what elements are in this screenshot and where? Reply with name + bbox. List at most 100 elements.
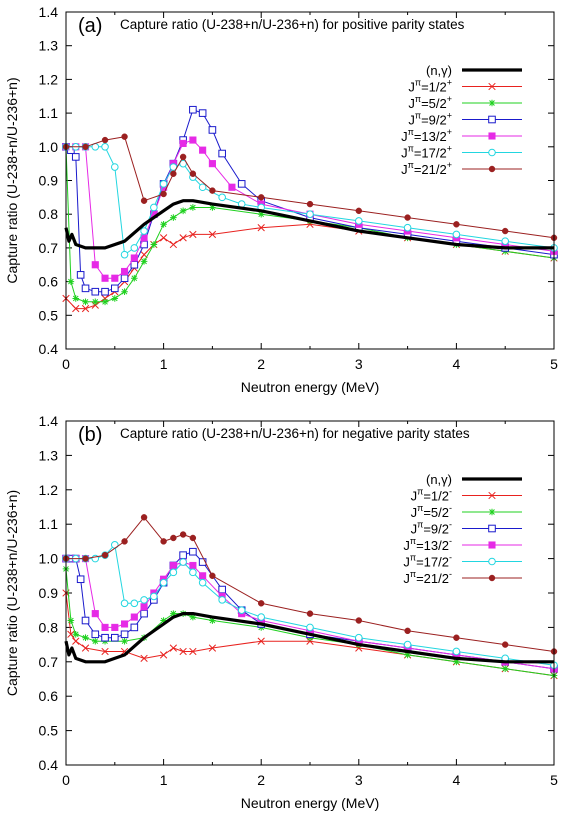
data-point bbox=[169, 644, 178, 652]
data-point bbox=[150, 241, 158, 248]
data-point bbox=[121, 267, 129, 276]
data-point bbox=[120, 274, 129, 283]
data-point bbox=[91, 630, 100, 639]
data-point bbox=[111, 295, 119, 302]
y-tick-label: 0.8 bbox=[39, 619, 59, 635]
series-6 bbox=[62, 133, 558, 242]
x-tick-label: 2 bbox=[257, 356, 265, 372]
data-point bbox=[306, 210, 314, 218]
data-point bbox=[189, 568, 197, 577]
data-point bbox=[160, 221, 167, 228]
series-5 bbox=[62, 143, 558, 259]
data-point bbox=[218, 149, 226, 158]
legend-label-j: J bbox=[403, 571, 410, 586]
data-point bbox=[257, 194, 265, 201]
data-point bbox=[159, 651, 168, 659]
data-point bbox=[140, 227, 148, 235]
data-point bbox=[91, 637, 99, 645]
legend-label: Jπ=21/2- bbox=[403, 569, 452, 586]
data-point bbox=[355, 633, 363, 642]
legend-label: Jπ=1/2+ bbox=[408, 78, 452, 95]
legend: (n,γ)Jπ=1/2+Jπ=5/2+Jπ=9/2+Jπ=13/2+Jπ=17/… bbox=[401, 63, 522, 177]
data-point bbox=[199, 146, 207, 154]
legend-label-parity: - bbox=[449, 536, 452, 546]
legend-label-spin: =17/2 bbox=[416, 555, 449, 570]
data-point bbox=[198, 109, 207, 117]
data-point bbox=[72, 637, 80, 645]
data-point bbox=[208, 230, 217, 239]
legend-label-spin: =21/2 bbox=[414, 162, 447, 177]
legend-label-parity: + bbox=[447, 78, 452, 88]
x-axis-label: Neutron energy (MeV) bbox=[241, 795, 380, 811]
data-point bbox=[101, 551, 109, 559]
x-tick-label: 5 bbox=[550, 356, 558, 372]
data-point bbox=[140, 596, 148, 604]
chart-panel-1: 0.4 0.5 0.6 0.7 0.8 0.9 1.0 1.1 1.2 1.3 1.4 0 1 2 3 4 5 (… bbox=[4, 413, 558, 811]
data-point bbox=[257, 600, 265, 607]
chart-title: Capture ratio (U-238+n/U-236+n) for posi… bbox=[120, 17, 465, 32]
data-point bbox=[209, 204, 216, 211]
data-point bbox=[91, 610, 99, 618]
data-point bbox=[140, 603, 148, 611]
data-point bbox=[159, 578, 168, 587]
legend-label: Jπ=17/2+ bbox=[401, 144, 452, 161]
legend-label-j: J bbox=[401, 129, 408, 144]
data-point bbox=[81, 304, 90, 313]
legend-label-spin: =17/2 bbox=[414, 146, 447, 161]
data-point bbox=[355, 217, 363, 225]
data-point bbox=[179, 531, 187, 538]
data-point bbox=[150, 203, 158, 212]
data-point bbox=[170, 534, 177, 542]
y-tick-label: 1.2 bbox=[39, 71, 59, 87]
legend-label-pi: π bbox=[417, 520, 423, 530]
legend-marker bbox=[488, 165, 496, 173]
legend-label: Jπ=21/2+ bbox=[401, 160, 452, 177]
legend-label-j: J bbox=[408, 80, 415, 95]
x-axis-label: Neutron energy (MeV) bbox=[241, 379, 380, 395]
legend-label-j: J bbox=[411, 505, 418, 520]
x-tick-label: 1 bbox=[160, 356, 168, 372]
legend-label: (n,γ) bbox=[426, 63, 452, 78]
data-point bbox=[72, 630, 80, 638]
legend-label-spin: =13/2 bbox=[416, 538, 449, 553]
data-point bbox=[208, 126, 217, 134]
y-tick-label: 0.4 bbox=[39, 757, 59, 773]
y-tick-label: 0.6 bbox=[39, 274, 59, 290]
y-tick-label: 0.6 bbox=[39, 688, 59, 704]
data-point bbox=[189, 136, 197, 144]
data-point bbox=[237, 606, 246, 615]
series-0 bbox=[64, 612, 554, 664]
data-point bbox=[179, 159, 187, 168]
data-point bbox=[111, 633, 119, 642]
data-point bbox=[179, 139, 187, 147]
data-point bbox=[198, 183, 207, 192]
y-tick-label: 0.8 bbox=[39, 206, 59, 222]
data-point bbox=[179, 558, 187, 566]
legend-label: Jπ=17/2- bbox=[403, 553, 452, 570]
legend-marker bbox=[488, 541, 496, 549]
data-point bbox=[501, 641, 509, 648]
data-point bbox=[306, 623, 314, 632]
legend-label-parity: + bbox=[447, 144, 452, 154]
data-point bbox=[257, 210, 265, 218]
data-point bbox=[501, 665, 509, 672]
legend-marker bbox=[488, 132, 496, 140]
data-point bbox=[257, 613, 266, 621]
data-point bbox=[453, 634, 460, 641]
data-point bbox=[189, 547, 197, 556]
data-point bbox=[169, 561, 177, 570]
legend-label: (n,γ) bbox=[426, 472, 452, 487]
x-tick-label: 4 bbox=[453, 772, 461, 788]
y-tick-label: 0.9 bbox=[39, 173, 59, 189]
x-tick-label: 5 bbox=[550, 772, 558, 788]
legend-marker bbox=[488, 115, 496, 124]
data-point bbox=[91, 261, 99, 269]
data-point bbox=[209, 572, 216, 580]
chart-title: Capture ratio (U-238+n/U-236+n) for nega… bbox=[120, 426, 470, 441]
series-3 bbox=[62, 547, 558, 673]
legend-label-parity: - bbox=[449, 569, 452, 579]
data-point bbox=[179, 153, 187, 161]
legend-label-j: J bbox=[401, 146, 408, 161]
data-point bbox=[209, 187, 216, 194]
legend-label-parity: + bbox=[447, 160, 452, 170]
